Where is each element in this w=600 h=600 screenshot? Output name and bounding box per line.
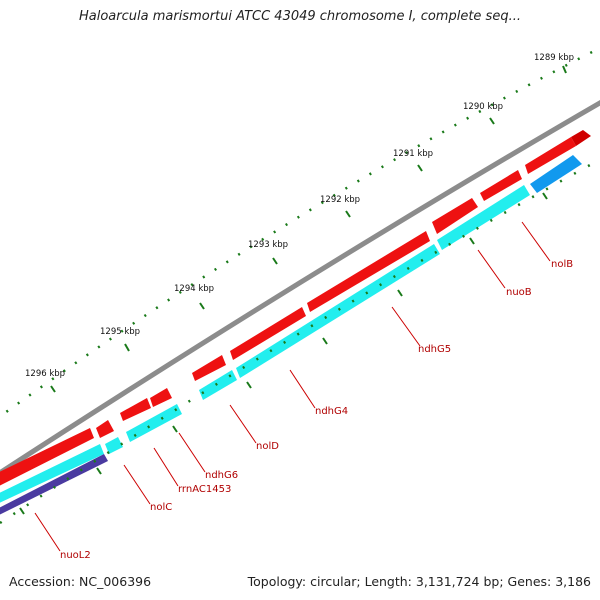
gene-label-nolD[interactable]: nolD — [256, 441, 279, 452]
scale-major-ticks — [50, 65, 567, 393]
scale-label: 1294 kbp — [174, 284, 214, 294]
major-tick — [124, 343, 130, 352]
leader-line — [153, 447, 179, 487]
label-leader-lines — [34, 221, 551, 552]
major-tick — [19, 507, 25, 515]
major-tick — [417, 164, 423, 172]
gene-reverse[interactable] — [105, 437, 123, 454]
major-tick — [322, 337, 328, 345]
gene-reverse[interactable] — [236, 244, 440, 378]
scale-labels: 1289 kbp 1290 kbp 1291 kbp 1292 kbp 1293… — [25, 53, 574, 379]
genome-backbone — [0, 100, 600, 476]
gene-label-rrnAC1453[interactable]: rrnAC1453 — [178, 484, 231, 495]
gene-forward[interactable] — [0, 428, 94, 488]
major-tick — [272, 257, 278, 265]
gene-labels: nolB nuoB ndhG5 ndhG4 nolD ndhG6 rrnAC14… — [60, 259, 573, 561]
leader-line — [229, 404, 257, 444]
map-title: Haloarcula marismortui ATCC 43049 chromo… — [79, 9, 521, 24]
major-tick — [199, 302, 205, 310]
leader-line — [178, 432, 206, 473]
gene-reverse[interactable] — [126, 404, 182, 442]
gene-forward[interactable] — [192, 355, 226, 381]
major-tick — [542, 192, 548, 200]
gene-forward[interactable] — [525, 137, 576, 174]
inner-scale-dots — [0, 163, 591, 525]
gene-label-ndhG6[interactable]: ndhG6 — [205, 470, 238, 481]
leader-line — [123, 464, 151, 505]
scale-label: 1290 kbp — [463, 102, 503, 112]
gene-forward[interactable] — [432, 198, 478, 234]
major-tick — [562, 65, 567, 74]
gene-forward[interactable] — [571, 130, 591, 146]
gene-reverse[interactable] — [0, 444, 104, 505]
scale-label: 1291 kbp — [393, 149, 433, 159]
gene-label-nuoB[interactable]: nuoB — [506, 287, 532, 298]
scale-label: 1292 kbp — [320, 195, 360, 205]
gene-label-ndhG5[interactable]: ndhG5 — [418, 344, 451, 355]
major-tick — [397, 289, 403, 297]
gene-reverse[interactable] — [437, 185, 530, 250]
accession-text: Accession: NC_006396 — [9, 574, 152, 589]
major-tick — [172, 425, 178, 433]
major-tick — [96, 467, 102, 475]
major-tick — [246, 381, 252, 389]
gene-forward[interactable] — [120, 398, 151, 421]
scale-label: 1295 kbp — [100, 327, 140, 337]
genome-summary-text: Topology: circular; Length: 3,131,724 bp… — [247, 574, 591, 589]
leader-line — [391, 306, 421, 347]
inner-major-ticks — [19, 192, 548, 515]
scale-label: 1296 kbp — [25, 369, 65, 379]
gene-forward[interactable] — [150, 388, 172, 407]
gene-forward[interactable] — [480, 170, 522, 201]
major-tick — [469, 237, 475, 245]
gene-forward[interactable] — [307, 231, 430, 312]
forward-strand-genes — [0, 130, 591, 488]
scale-label: 1289 kbp — [534, 53, 574, 63]
gene-forward[interactable] — [230, 307, 306, 360]
gene-reverse[interactable] — [199, 370, 237, 400]
major-tick — [50, 385, 56, 393]
reverse-strand-genes — [0, 155, 582, 515]
leader-line — [521, 221, 551, 262]
gene-label-nuoL2[interactable]: nuoL2 — [60, 550, 91, 561]
major-tick — [489, 117, 495, 125]
major-tick — [345, 210, 351, 218]
leader-line — [289, 369, 316, 409]
gene-label-ndhG4[interactable]: ndhG4 — [315, 406, 348, 417]
scale-label: 1293 kbp — [248, 240, 288, 250]
scale-dots — [0, 46, 600, 418]
leader-line — [477, 249, 506, 289]
gene-label-nolB[interactable]: nolB — [551, 259, 573, 270]
gene-rrna[interactable] — [530, 155, 582, 193]
gene-forward[interactable] — [96, 420, 114, 438]
gene-label-nolC[interactable]: nolC — [150, 502, 172, 513]
leader-line — [34, 512, 61, 552]
